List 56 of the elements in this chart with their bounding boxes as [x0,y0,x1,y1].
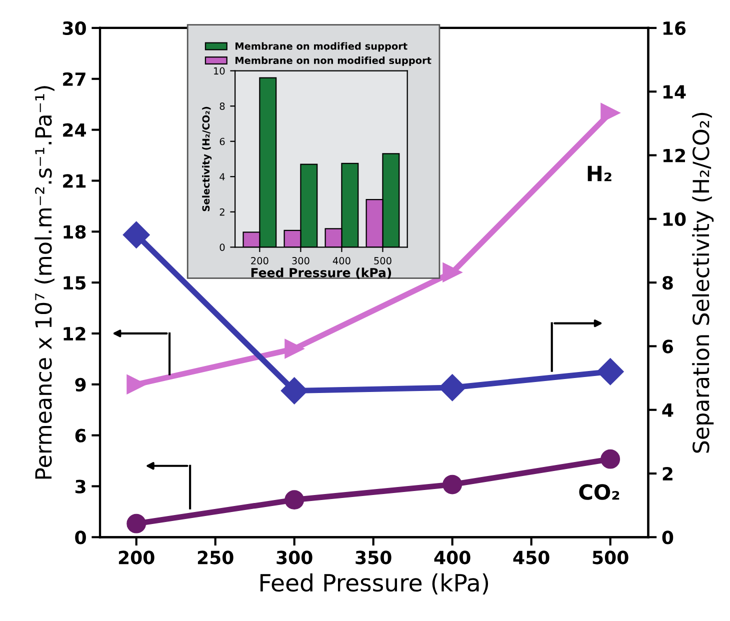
legend-label: Membrane on non modified support [236,56,432,66]
y-tick-label: 6 [220,138,225,146]
y-tick-label: 3 [75,480,86,494]
x-tick-label: 450 [513,550,550,564]
x-tick-label: 200 [251,257,268,264]
x-tick-label: 200 [118,550,154,564]
point [122,221,150,248]
point [126,374,146,394]
y-tick-label: 0 [220,244,225,251]
x-tick-label: 250 [198,550,234,564]
x-tick-label: 500 [374,257,392,264]
y2-tick-label: 14 [663,85,686,98]
y2-tick-label: 12 [663,148,685,162]
point [284,490,304,510]
y-tick-label: 4 [220,173,225,180]
y2-tick-label: 0 [662,530,674,544]
y-tick-label: 12 [64,326,86,340]
y-tick-label: 0 [75,530,86,544]
x-tick-label: 400 [434,550,470,564]
y-tick-label: 2 [220,208,224,216]
y-axis-title: Permeance x 10⁷ (mol.m⁻².s⁻¹.Pa⁻¹) [34,86,54,479]
y-tick-label: 10 [214,67,225,75]
y-tick-label: 18 [64,225,86,239]
x-tick-label: 350 [356,550,392,564]
legend-label: Membrane on modified support [236,42,408,52]
y2-tick-label: 8 [662,276,673,290]
y2-tick-label: 2 [662,466,672,480]
point [596,358,624,386]
y2-tick-label: 4 [662,404,674,417]
x-tick-label: 300 [276,550,312,564]
y2-axis-title: Separation Selectivity (H₂/CO₂) [692,112,714,453]
point [600,449,620,469]
y2-tick-label: 16 [663,21,686,36]
point [126,514,146,534]
point [280,377,308,404]
x-axis-title: Feed Pressure (kPa) [251,268,392,279]
series-label: H₂ [588,166,612,182]
x-tick-label: 400 [332,257,350,264]
y2-tick-label: 6 [662,340,674,354]
y-tick-label: 15 [64,276,86,290]
point [442,262,462,282]
x-axis-title: Feed Pressure (kPa) [260,573,488,594]
y-tick-label: 6 [75,428,86,442]
point [442,474,462,494]
series-label: CO₂ [579,484,620,500]
point [284,339,304,358]
y-tick-label: 24 [63,123,86,137]
x-tick-label: 500 [592,550,628,564]
x-tick-label: 300 [292,257,310,264]
y-tick-label: 9 [75,378,86,392]
y-axis-title: Selectivity (H₂/CO₂) [202,106,212,212]
y-tick-label: 8 [220,102,225,110]
y-tick-label: 27 [63,72,86,86]
y-tick-label: 21 [63,174,86,188]
y2-tick-label: 10 [663,212,686,226]
y-tick-label: 30 [62,21,86,36]
